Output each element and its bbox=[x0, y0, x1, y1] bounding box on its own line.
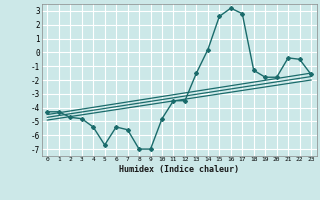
X-axis label: Humidex (Indice chaleur): Humidex (Indice chaleur) bbox=[119, 165, 239, 174]
